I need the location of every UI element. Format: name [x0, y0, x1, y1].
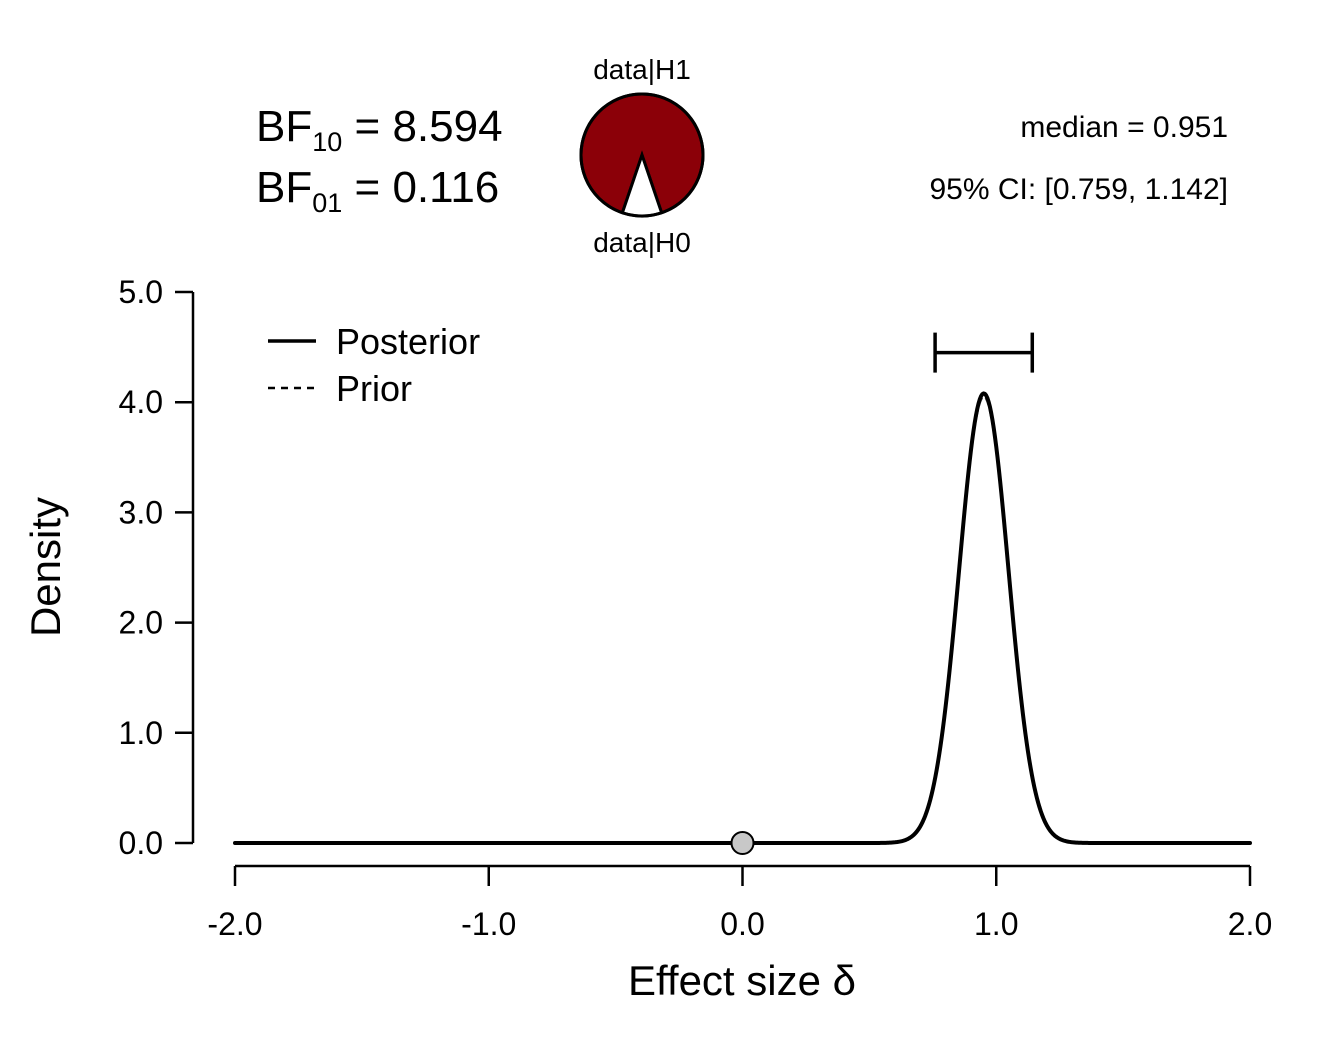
x-axis-title: Effect size δ — [628, 957, 856, 1004]
y-axis-title: Density — [22, 497, 69, 637]
y-tick-label: 3.0 — [119, 494, 163, 530]
legend-prior-label: Prior — [336, 368, 412, 409]
y-tick-label: 4.0 — [119, 384, 163, 420]
y-tick-label: 2.0 — [119, 605, 163, 641]
null-hypothesis-point — [730, 831, 755, 855]
bf01-text: BF01 = 0.116 — [256, 163, 499, 218]
legend: Posterior Prior — [268, 321, 480, 409]
pie-label-h0: data|H0 — [593, 227, 691, 258]
x-tick-label: 1.0 — [974, 906, 1018, 942]
x-tick-label: 0.0 — [720, 906, 764, 942]
prior-curve — [233, 395, 1252, 845]
pie-label-h1: data|H1 — [593, 54, 691, 85]
pie-outline — [579, 92, 705, 218]
y-tick-label: 1.0 — [119, 715, 163, 751]
credible-interval-bar — [933, 332, 1035, 373]
y-axis: 0.0 1.0 2.0 3.0 4.0 5.0 — [119, 274, 195, 861]
x-tick-label: 2.0 — [1228, 906, 1272, 942]
y-tick-label: 0.0 — [119, 825, 163, 861]
median-text: median = 0.951 — [1020, 111, 1228, 144]
y-tick-label: 5.0 — [119, 274, 163, 310]
x-tick-label: -1.0 — [461, 906, 516, 942]
legend-posterior-label: Posterior — [336, 321, 480, 362]
bf10-text: BF10 = 8.594 — [256, 102, 503, 157]
bayes-factor-block: BF10 = 8.594 BF01 = 0.116 — [256, 102, 503, 218]
x-tick-label: -2.0 — [207, 906, 262, 942]
posterior-curve — [233, 391, 1252, 845]
ci-text: 95% CI: [0.759, 1.142] — [929, 173, 1228, 206]
x-axis: -2.0 -1.0 0.0 1.0 2.0 — [207, 864, 1272, 942]
summary-stats: median = 0.951 95% CI: [0.759, 1.142] — [929, 111, 1228, 206]
probability-wheel: data|H1 data|H0 — [579, 54, 705, 258]
